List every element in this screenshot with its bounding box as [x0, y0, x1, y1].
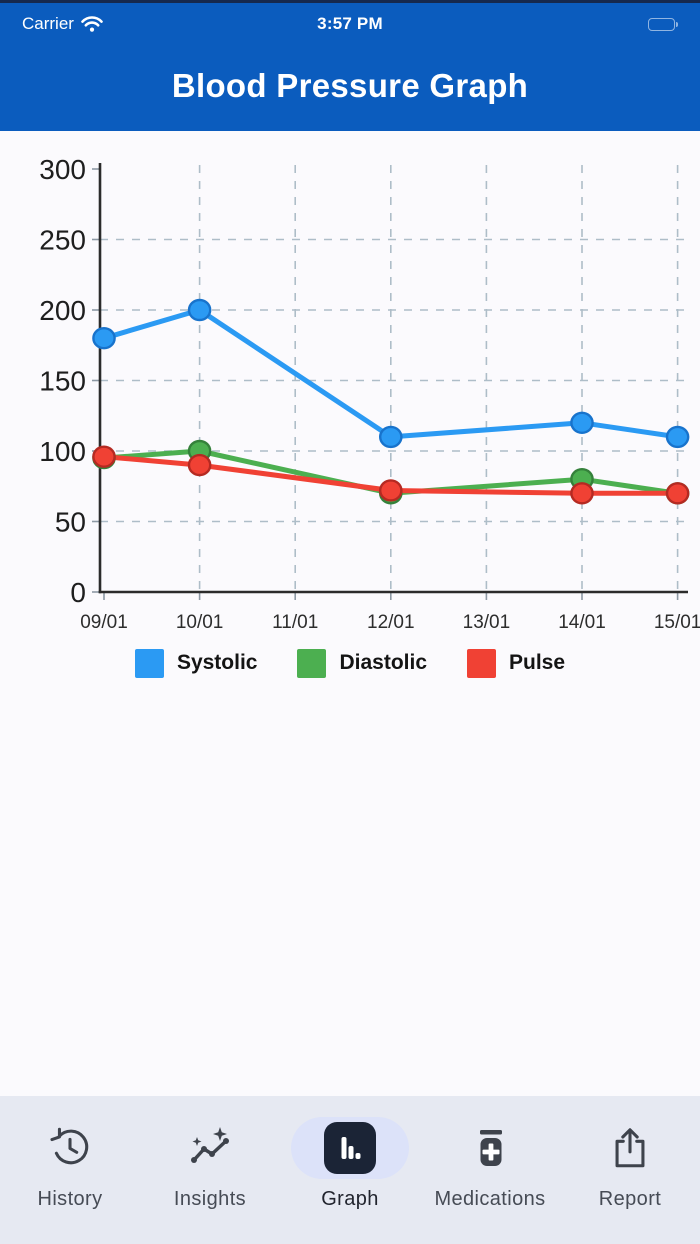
- svg-text:300: 300: [39, 154, 86, 185]
- legend-label: Diastolic: [339, 651, 428, 674]
- bottom-tab-bar: History Insights: [0, 1096, 700, 1244]
- svg-text:11/01: 11/01: [272, 612, 318, 631]
- tab-label-medications: Medications: [434, 1188, 546, 1210]
- svg-text:50: 50: [55, 507, 86, 538]
- legend-item-systolic: Systolic: [134, 648, 258, 678]
- svg-text:13/01: 13/01: [463, 612, 511, 631]
- legend-label: Systolic: [176, 651, 258, 674]
- wifi-icon: [81, 15, 103, 33]
- diastolic-swatch: [297, 648, 327, 678]
- tab-label-report: Report: [598, 1188, 662, 1210]
- battery-icon: [647, 17, 678, 31]
- tab-label-graph: Graph: [321, 1188, 379, 1210]
- bar-chart-icon: [324, 1122, 376, 1174]
- svg-text:100: 100: [39, 436, 86, 467]
- blood-pressure-chart: 0 50 100 150 200 250 300 09/01 10/01 11/01 12/01 13…: [0, 131, 700, 633]
- history-icon: [47, 1125, 93, 1171]
- main-content: 0 50 100 150 200 250 300 09/01 10/01 11/01 12/01 13…: [0, 131, 700, 1096]
- systolic-swatch: [134, 648, 164, 678]
- tab-history[interactable]: History: [0, 1117, 140, 1244]
- legend-item-pulse: Pulse: [467, 648, 566, 678]
- page-title: Blood Pressure Graph: [171, 67, 529, 104]
- svg-text:200: 200: [39, 295, 86, 326]
- svg-text:10/01: 10/01: [176, 612, 224, 631]
- tab-label-insights: Insights: [173, 1188, 247, 1210]
- svg-text:12/01: 12/01: [367, 612, 415, 631]
- legend-label: Pulse: [509, 651, 566, 674]
- legend-item-diastolic: Diastolic: [297, 648, 428, 678]
- app-header: Carrier 3:57 PM Blood Pressure Graph: [0, 3, 700, 131]
- insights-icon: [186, 1124, 234, 1172]
- tab-report[interactable]: Report: [560, 1117, 700, 1244]
- chart-legend: Systolic Diastolic Pulse: [0, 641, 700, 685]
- device-top-edge: [0, 0, 700, 3]
- share-icon: [607, 1125, 653, 1171]
- medication-icon: [466, 1124, 514, 1172]
- svg-text:09/01: 09/01: [80, 612, 128, 631]
- pulse-swatch: [467, 648, 497, 678]
- tab-graph[interactable]: Graph: [280, 1117, 420, 1244]
- tab-insights[interactable]: Insights: [140, 1117, 280, 1244]
- carrier-label: Carrier: [22, 14, 74, 33]
- svg-text:14/01: 14/01: [558, 612, 606, 631]
- tab-medications[interactable]: Medications: [420, 1117, 560, 1244]
- svg-text:15/01: 15/01: [654, 612, 700, 631]
- svg-text:150: 150: [39, 366, 86, 397]
- svg-text:0: 0: [70, 577, 86, 608]
- tab-label-history: History: [37, 1188, 103, 1210]
- active-tab-pill: [291, 1117, 409, 1179]
- status-bar: Carrier 3:57 PM: [0, 3, 700, 45]
- svg-text:250: 250: [39, 225, 86, 256]
- clock-time: 3:57 PM: [317, 14, 383, 33]
